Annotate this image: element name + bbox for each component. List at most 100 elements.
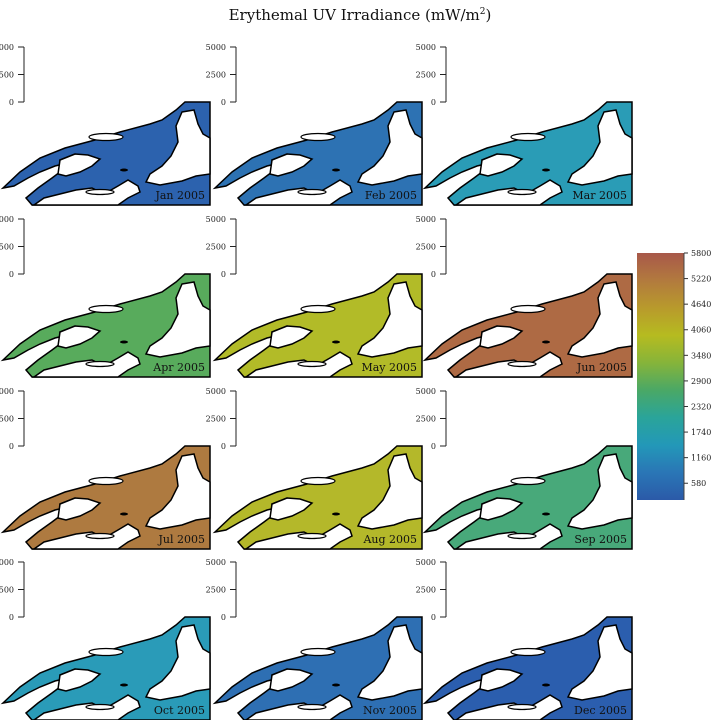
land-pei <box>85 532 115 540</box>
y-axis-tick-label: 0 <box>9 270 14 279</box>
map: Aug 2005 <box>212 445 423 550</box>
land-pei <box>507 532 537 540</box>
map: Jun 2005 <box>422 273 633 378</box>
map: Sep 2005 <box>422 445 633 550</box>
land-anticosti <box>300 476 336 486</box>
y-axis-tick-label: 5000 <box>206 558 226 567</box>
y-axis-tick-label: 0 <box>9 442 14 451</box>
y-axis-tick-label: 5000 <box>206 215 226 224</box>
map-panel: 0 2500 5000 Dec 2005 <box>416 558 633 720</box>
y-axis-tick-label: 0 <box>431 442 436 451</box>
panel-label: Jan 2005 <box>154 189 205 202</box>
y-axis-tick-label: 2500 <box>416 71 436 80</box>
colorbar-tick-label: 2320 <box>691 402 711 411</box>
land-pei <box>297 532 327 540</box>
land-magdalen <box>120 168 128 172</box>
y-axis-tick-label: 5000 <box>416 558 436 567</box>
land-anticosti <box>300 647 336 657</box>
land-newfoundland <box>356 624 423 701</box>
colorbar-tick-label: 1740 <box>691 428 711 437</box>
land-gaspe <box>269 668 314 692</box>
land-magdalen <box>542 683 550 687</box>
map-panel: 0 2500 5000 Jun 2005 <box>416 215 633 378</box>
chart-title: Erythemal UV Irradiance (mW/m2) <box>0 6 720 24</box>
land-gaspe <box>57 153 102 177</box>
map-panel: 0 2500 5000 May 2005 <box>206 215 423 378</box>
map: Jan 2005 <box>0 101 211 206</box>
land-magdalen <box>332 512 340 516</box>
land-anticosti <box>510 476 546 486</box>
map: Apr 2005 <box>0 273 211 378</box>
y-axis-tick-label: 2500 <box>0 415 14 424</box>
land-newfoundland <box>144 453 211 530</box>
land-pei <box>297 188 327 196</box>
map-panel: 0 2500 5000 Sep 2005 <box>416 387 633 550</box>
land-pei <box>297 360 327 368</box>
y-axis-tick-label: 2500 <box>0 243 14 252</box>
land-newfoundland <box>144 281 211 358</box>
panel-label: Jun 2005 <box>576 361 627 374</box>
land-gaspe <box>479 497 524 521</box>
land-newfoundland <box>566 453 633 530</box>
y-axis-tick-label: 2500 <box>0 586 14 595</box>
y-axis-tick-label: 2500 <box>416 586 436 595</box>
panel-label: Oct 2005 <box>154 704 205 717</box>
land-anticosti <box>300 304 336 314</box>
y-axis-tick-label: 0 <box>221 270 226 279</box>
land-newfoundland <box>144 109 211 186</box>
land-anticosti <box>510 304 546 314</box>
land-newfoundland <box>566 109 633 186</box>
map-panel: 0 2500 5000 Feb 2005 <box>206 43 423 206</box>
y-axis-tick-label: 0 <box>221 98 226 107</box>
land-gaspe <box>269 153 314 177</box>
land-anticosti <box>88 132 124 142</box>
y-axis-tick-label: 2500 <box>206 586 226 595</box>
y-axis-tick-label: 2500 <box>416 243 436 252</box>
map-panel: 0 2500 5000 Apr 2005 <box>0 215 211 378</box>
map-panel: 0 2500 5000 Oct 2005 <box>0 558 211 720</box>
land-pei <box>297 703 327 711</box>
map: Nov 2005 <box>212 616 423 720</box>
map: Feb 2005 <box>212 101 423 206</box>
y-axis-tick-label: 0 <box>431 613 436 622</box>
map: Oct 2005 <box>0 616 211 720</box>
land-newfoundland <box>566 624 633 701</box>
y-axis-tick-label: 5000 <box>0 215 14 224</box>
y-axis-tick-label: 0 <box>221 613 226 622</box>
colorbar-tick-label: 4640 <box>691 300 711 309</box>
panel-label: Jul 2005 <box>157 533 205 546</box>
colorbar-tick-label: 580 <box>691 479 706 488</box>
y-axis-tick-label: 5000 <box>416 387 436 396</box>
land-magdalen <box>332 340 340 344</box>
colorbar-tick-label: 5800 <box>691 249 711 258</box>
land-magdalen <box>332 168 340 172</box>
land-gaspe <box>479 668 524 692</box>
y-axis-tick-label: 2500 <box>206 415 226 424</box>
panel-label: Sep 2005 <box>574 533 627 546</box>
y-axis-tick-label: 5000 <box>0 43 14 52</box>
panel-label: Mar 2005 <box>572 189 627 202</box>
land-anticosti <box>88 476 124 486</box>
panel-label: Feb 2005 <box>365 189 417 202</box>
chart-title-superscript: 2 <box>479 7 486 17</box>
y-axis-tick-label: 5000 <box>416 43 436 52</box>
land-anticosti <box>88 647 124 657</box>
panel-label: Aug 2005 <box>362 533 417 546</box>
y-axis-tick-label: 0 <box>431 270 436 279</box>
colorbar <box>637 253 684 500</box>
colorbar-tick-label: 1160 <box>691 454 711 463</box>
map: Jul 2005 <box>0 445 211 550</box>
land-newfoundland <box>356 453 423 530</box>
land-gaspe <box>269 325 314 349</box>
map: Dec 2005 <box>422 616 633 720</box>
chart-title-close: ) <box>485 6 492 24</box>
colorbar-tick-label: 4060 <box>691 326 711 335</box>
land-gaspe <box>479 325 524 349</box>
land-magdalen <box>120 683 128 687</box>
map-panel: 0 2500 5000 Nov 2005 <box>206 558 423 720</box>
land-pei <box>85 188 115 196</box>
y-axis-tick-label: 0 <box>9 613 14 622</box>
land-gaspe <box>57 668 102 692</box>
land-pei <box>85 703 115 711</box>
